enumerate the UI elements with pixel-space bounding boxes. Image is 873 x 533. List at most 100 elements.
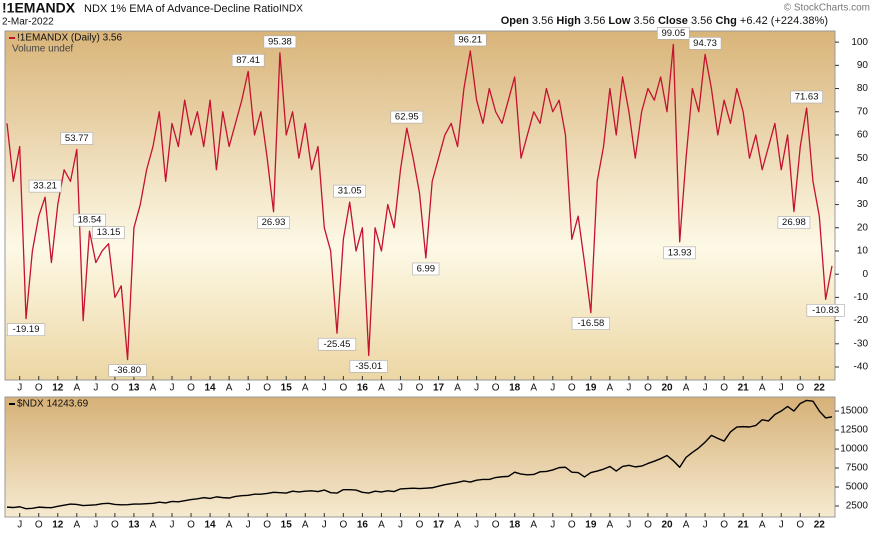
x-tick-label: O xyxy=(111,383,119,394)
value-label-box xyxy=(60,132,94,145)
x-tick-label: 15 xyxy=(281,520,293,531)
y-tick-label: 60 xyxy=(857,130,869,141)
x-tick-label: J xyxy=(17,383,22,394)
value-label: 53.77 xyxy=(65,133,89,144)
x-tick-label: A xyxy=(454,383,461,394)
x-tick-label: O xyxy=(187,383,195,394)
y-tick-label: 70 xyxy=(857,106,869,117)
exchange: INDX xyxy=(279,4,303,15)
x-tick-label: O xyxy=(416,520,424,531)
x-tick-label: J xyxy=(322,383,327,394)
x-tick-label: A xyxy=(759,383,766,394)
x-tick-label: J xyxy=(170,520,175,531)
value-label-box xyxy=(349,360,388,373)
y-tick-label: 40 xyxy=(857,176,869,187)
y-tick-label: -40 xyxy=(854,362,869,373)
indicator-name: NDX 1% EMA of Advance-Decline Ratio xyxy=(84,3,279,15)
x-tick-label: 14 xyxy=(205,383,217,394)
x-tick-label: A xyxy=(607,520,614,531)
x-tick-label: 19 xyxy=(585,520,597,531)
x-tick-label: J xyxy=(550,383,555,394)
watermark: © StockCharts.com xyxy=(784,3,870,14)
y-tick-label: 30 xyxy=(857,199,869,210)
value-label: -36.80 xyxy=(114,365,141,376)
x-tick-label: O xyxy=(720,520,728,531)
x-tick-label: O xyxy=(111,520,119,531)
value-label-box xyxy=(73,213,106,227)
value-label: 33.21 xyxy=(33,181,57,192)
x-tick-label: A xyxy=(226,383,233,394)
data-line xyxy=(6,43,833,361)
y-tick-label: 7500 xyxy=(846,463,869,474)
quote-label: Close xyxy=(658,15,688,27)
x-tick-label: J xyxy=(322,520,327,531)
x-tick-label: A xyxy=(454,520,461,531)
quote-label: Open xyxy=(501,15,529,27)
x-tick-label: 12 xyxy=(52,383,64,394)
x-tick-label: J xyxy=(626,520,631,531)
value-label-box xyxy=(6,323,46,337)
value-label: 26.93 xyxy=(262,217,286,228)
x-tick-label: O xyxy=(568,520,576,531)
value-label-box xyxy=(412,262,440,276)
value-label-box xyxy=(688,37,722,50)
x-tick-label: O xyxy=(492,520,500,531)
y-tick-label: 5000 xyxy=(846,482,869,493)
x-tick-label: 12 xyxy=(52,520,64,531)
data-line xyxy=(6,399,833,510)
x-tick-label: O xyxy=(720,383,728,394)
legend-entry: !1EMANDX (Daily) 3.56 xyxy=(17,33,122,44)
x-tick-label: O xyxy=(568,383,576,394)
x-tick-label: J xyxy=(779,383,784,394)
x-tick-label: A xyxy=(530,520,537,531)
value-label: 87.41 xyxy=(236,55,260,66)
quote-label: Low xyxy=(608,15,630,27)
value-label: 26.98 xyxy=(782,217,806,228)
x-tick-label: A xyxy=(150,520,157,531)
x-tick-label: J xyxy=(398,520,403,531)
x-tick-label: J xyxy=(93,383,98,394)
date: 2-Mar-2022 xyxy=(2,17,54,28)
value-label: 71.63 xyxy=(795,91,819,102)
value-label: -35.01 xyxy=(355,361,382,372)
x-tick-label: 22 xyxy=(814,520,826,531)
x-tick-label: O xyxy=(796,383,804,394)
panel-background xyxy=(4,396,836,518)
x-tick-label: J xyxy=(246,520,251,531)
x-tick-label: A xyxy=(683,383,690,394)
quote-label: Chg xyxy=(715,15,736,27)
x-tick-label: O xyxy=(796,520,804,531)
x-tick-label: J xyxy=(626,383,631,394)
y-tick-label: -10 xyxy=(854,292,869,303)
value-label: 95.38 xyxy=(268,36,292,47)
x-tick-label: A xyxy=(530,383,537,394)
value-label: -16.58 xyxy=(577,318,604,329)
x-tick-label: 16 xyxy=(357,520,369,531)
x-tick-label: 18 xyxy=(509,383,521,394)
x-tick-label: J xyxy=(474,383,479,394)
x-tick-label: 15 xyxy=(281,383,293,394)
x-tick-label: O xyxy=(339,383,347,394)
value-label-box xyxy=(777,216,811,229)
y-tick-label: -30 xyxy=(854,338,869,349)
x-tick-label: O xyxy=(35,383,43,394)
value-label-box xyxy=(92,226,125,239)
x-tick-label: J xyxy=(17,520,22,531)
x-tick-label: 21 xyxy=(738,520,750,531)
x-tick-label: J xyxy=(398,383,403,394)
x-tick-label: 20 xyxy=(661,520,673,531)
x-tick-label: J xyxy=(703,383,708,394)
x-tick-label: 21 xyxy=(738,383,750,394)
value-label: 31.05 xyxy=(338,186,362,197)
value-label-box xyxy=(571,317,610,330)
x-tick-label: 17 xyxy=(433,383,445,394)
x-tick-label: J xyxy=(170,383,175,394)
quote-value: 3.56 xyxy=(691,15,712,27)
x-tick-label: A xyxy=(378,520,385,531)
x-tick-label: O xyxy=(339,520,347,531)
x-tick-label: 19 xyxy=(585,383,597,394)
value-label: 13.93 xyxy=(668,247,692,258)
value-label: 6.99 xyxy=(417,263,436,274)
value-label: -19.19 xyxy=(13,324,40,335)
